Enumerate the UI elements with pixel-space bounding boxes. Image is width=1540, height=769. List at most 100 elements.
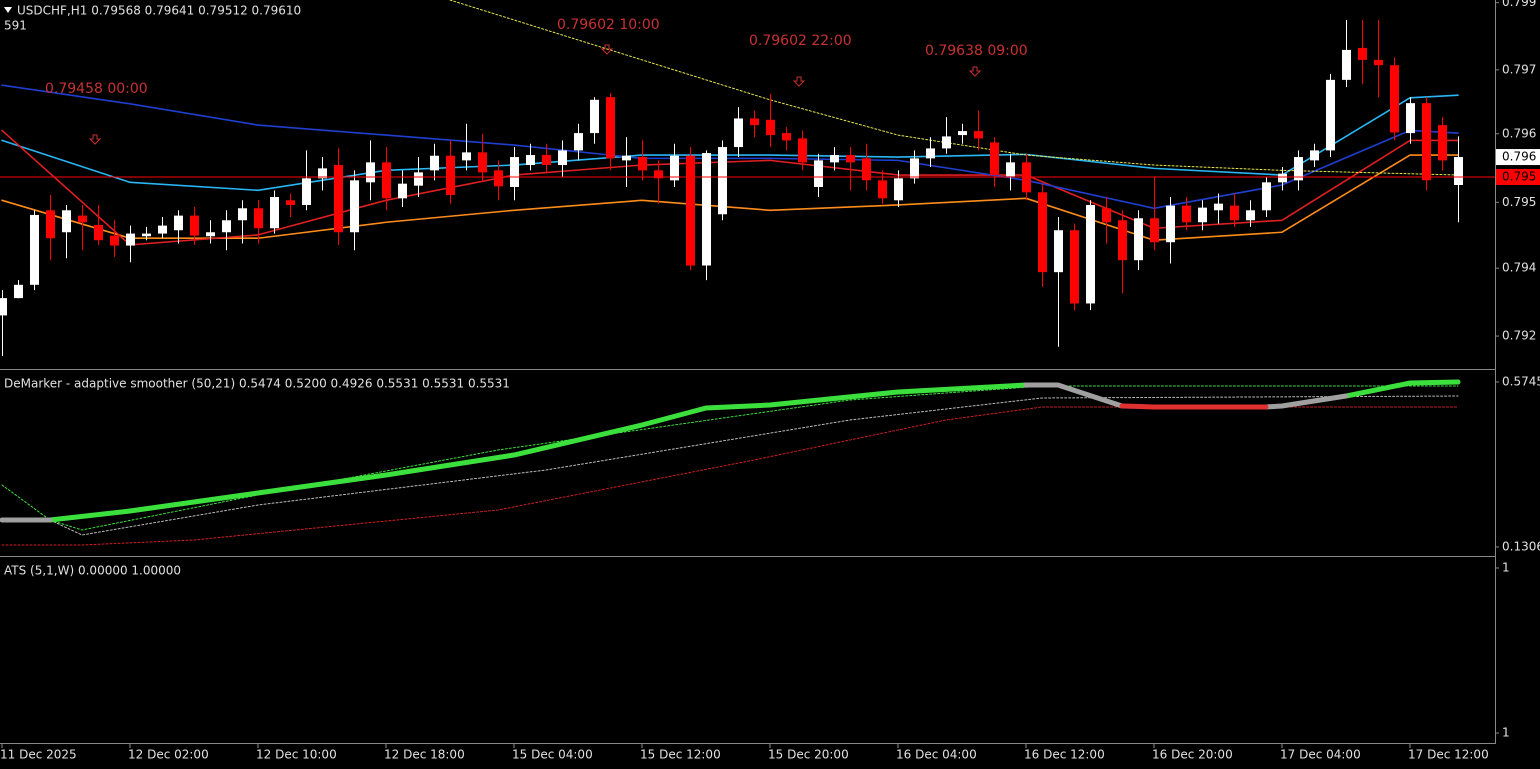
x-tick-label: 16 Dec 20:00 (1152, 748, 1233, 762)
candle-body (926, 148, 935, 159)
candle-body (30, 214, 39, 285)
candle-body (1166, 205, 1175, 243)
candle-body (1358, 47, 1367, 60)
candle-body (0, 298, 7, 316)
indicator-line (47, 379, 1461, 523)
candle-body (1054, 230, 1063, 273)
candle-body (1246, 210, 1255, 221)
candle-body (782, 133, 791, 141)
indicator-title: ATS (5,1,W) 0.00000 1.00000 (4, 564, 181, 578)
candle-body (1006, 162, 1015, 177)
candle-body (862, 158, 871, 181)
candle-body (1390, 65, 1399, 133)
candle-body (846, 155, 855, 163)
candle-body (1326, 79, 1335, 151)
candle-body (478, 152, 487, 173)
chart-title: USDCHF,H1 0.79568 0.79641 0.79512 0.7961… (17, 4, 301, 18)
candle-body (494, 170, 503, 187)
candle-body (1454, 157, 1463, 185)
candle-body (126, 233, 135, 246)
candle-body (1422, 103, 1431, 181)
candle-body (398, 183, 407, 199)
x-tick-label: 15 Dec 04:00 (512, 748, 593, 762)
indicator-title: DeMarker - adaptive smoother (50,21) 0.5… (4, 377, 510, 391)
candle-body (286, 200, 295, 205)
price-label-box (1496, 169, 1540, 186)
annotation: 0.79458 00:00 (45, 81, 148, 97)
candle-body (942, 136, 951, 149)
candle-body (1406, 103, 1415, 134)
candle-body (462, 152, 471, 161)
candle-body (1150, 218, 1159, 243)
x-tick-label: 15 Dec 20:00 (768, 748, 849, 762)
candle-body (814, 160, 823, 187)
candle-body (878, 180, 887, 199)
candle-body (766, 119, 775, 136)
x-tick-label: 15 Dec 12:00 (640, 748, 721, 762)
indicator-line (49, 395, 1459, 536)
candle-body (1198, 207, 1207, 223)
chart-subtitle: 591 (4, 19, 27, 33)
indicator-line (1119, 403, 1269, 410)
candle-body (158, 225, 167, 234)
candle-body (1230, 205, 1239, 221)
candle-body (1182, 205, 1191, 223)
annotation: 0.79602 10:00 (557, 17, 660, 33)
indicator-line (0, 382, 1349, 523)
indicator-line (449, 0, 1459, 176)
candle-body (558, 150, 567, 166)
candle-body (334, 165, 343, 233)
candle-body (1214, 203, 1223, 211)
candle-body (526, 155, 535, 166)
candle-body (94, 224, 103, 241)
y-tick-label: 0.795 (1502, 195, 1536, 209)
x-tick-label: 17 Dec 04:00 (1280, 748, 1361, 762)
candle-body (270, 196, 279, 229)
candle-body (318, 168, 327, 179)
annotation: 0.79638 09:00 (925, 43, 1028, 59)
candle-body (430, 155, 439, 171)
candle-body (718, 147, 727, 215)
candle-body (750, 118, 759, 126)
candle-body (654, 170, 663, 179)
x-tick-label: 17 Dec 12:00 (1408, 748, 1489, 762)
y-tick-label: 0.797 (1502, 62, 1536, 76)
candle-body (1374, 59, 1383, 66)
candle-body (686, 155, 695, 266)
arrow-marker (600, 44, 614, 55)
candle-body (142, 233, 151, 237)
candle-body (574, 133, 583, 151)
candle-body (606, 97, 615, 159)
candle-body (542, 155, 551, 166)
candle-body (414, 172, 423, 186)
candle-body (206, 232, 215, 237)
candle-body (702, 153, 711, 266)
x-tick-label: 12 Dec 10:00 (256, 748, 337, 762)
candle-body (1310, 150, 1319, 161)
candle-body (1294, 157, 1303, 181)
candle-body (1278, 173, 1287, 183)
price-label: 0.796 (1502, 150, 1536, 164)
y-tick-label: 0.1306 (1502, 540, 1540, 554)
candle-body (14, 284, 23, 299)
candle-body (350, 180, 359, 233)
candle-body (1342, 49, 1351, 80)
price-label: 0.795 (1502, 170, 1536, 184)
x-tick-label: 16 Dec 12:00 (1024, 748, 1105, 762)
x-tick-label: 12 Dec 02:00 (128, 748, 209, 762)
y-tick-label: 1 (1502, 726, 1510, 740)
candle-body (62, 210, 71, 233)
candle-body (510, 157, 519, 187)
x-tick-label: 16 Dec 04:00 (896, 748, 977, 762)
candle-body (590, 99, 599, 134)
x-tick-label: 12 Dec 18:00 (384, 748, 465, 762)
candle-body (174, 215, 183, 231)
candle-body (894, 178, 903, 201)
y-tick-label: 0.5745 (1502, 374, 1540, 388)
candle-body (238, 208, 247, 221)
arrow-marker (88, 134, 102, 145)
y-tick-label: 0.799 (1502, 0, 1536, 9)
candle-body (990, 142, 999, 176)
candle-body (1134, 218, 1143, 261)
